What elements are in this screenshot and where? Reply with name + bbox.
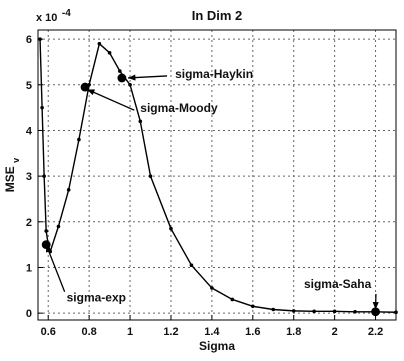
annotation-layer: sigma-Haykin sigma-Moody sigma-exp sigma-Sa…: [46, 67, 379, 310]
data-point: [57, 225, 61, 229]
y-multiplier: x 10 -4: [36, 8, 71, 26]
data-point: [38, 37, 42, 41]
x-tick-label: 1.4: [204, 326, 220, 338]
y-axis-label-main: MSE: [3, 166, 17, 192]
data-point: [149, 174, 153, 178]
x-tick-label: 1: [127, 326, 133, 338]
data-point: [108, 51, 112, 55]
data-point: [138, 120, 142, 124]
data-point: [118, 69, 122, 73]
y-axis-label: MSE v: [3, 158, 21, 192]
x-tick-label: 1.6: [245, 326, 260, 338]
x-tick-label: 1.8: [286, 326, 301, 338]
data-point: [190, 263, 194, 267]
y-tick-label: 5: [26, 80, 32, 92]
chart-title: In Dim 2: [192, 8, 243, 23]
annotation-label: sigma-Moody: [140, 101, 218, 115]
y-multiplier-base: x 10: [36, 12, 57, 24]
x-axis-label: Sigma: [199, 339, 235, 353]
x-tick-label: 0.6: [41, 326, 56, 338]
y-tick-label: 2: [26, 217, 32, 229]
data-point: [271, 308, 275, 312]
y-tick-label: 3: [26, 171, 32, 183]
y-tick-label: 6: [26, 34, 32, 46]
y-multiplier-exponent: -4: [62, 8, 71, 19]
x-tick-label: 2: [332, 326, 338, 338]
y-axis-label-subscript: v: [11, 158, 21, 163]
data-point: [210, 286, 214, 290]
data-point: [44, 229, 48, 233]
annotation-arrow-line: [46, 245, 64, 292]
x-tick-label: 2.2: [368, 326, 383, 338]
x-tick-label: 0.8: [81, 326, 96, 338]
data-point: [98, 42, 102, 46]
data-point: [40, 106, 44, 110]
data-point: [312, 310, 316, 314]
highlighted-point: [117, 74, 126, 83]
y-tick-label: 1: [26, 262, 32, 274]
data-point: [333, 310, 337, 314]
data-point: [128, 83, 132, 87]
data-point: [169, 227, 173, 231]
data-point: [292, 309, 296, 313]
y-tick-label: 4: [26, 125, 33, 137]
annotation-arrow-line: [87, 89, 134, 110]
data-point: [394, 310, 398, 314]
data-point: [231, 298, 235, 302]
x-tick-label: 1.2: [163, 326, 178, 338]
data-point: [353, 310, 357, 314]
annotation-label: sigma-Haykin: [175, 67, 253, 81]
y-tick-label: 0: [26, 308, 32, 320]
annotation-arrow-head: [128, 75, 136, 81]
data-point: [67, 188, 71, 192]
annotation-label: sigma-Saha: [304, 277, 372, 291]
data-point: [77, 138, 81, 142]
data-point: [42, 174, 46, 178]
data-point: [251, 304, 255, 308]
annotation-label: sigma-exp: [67, 291, 126, 305]
